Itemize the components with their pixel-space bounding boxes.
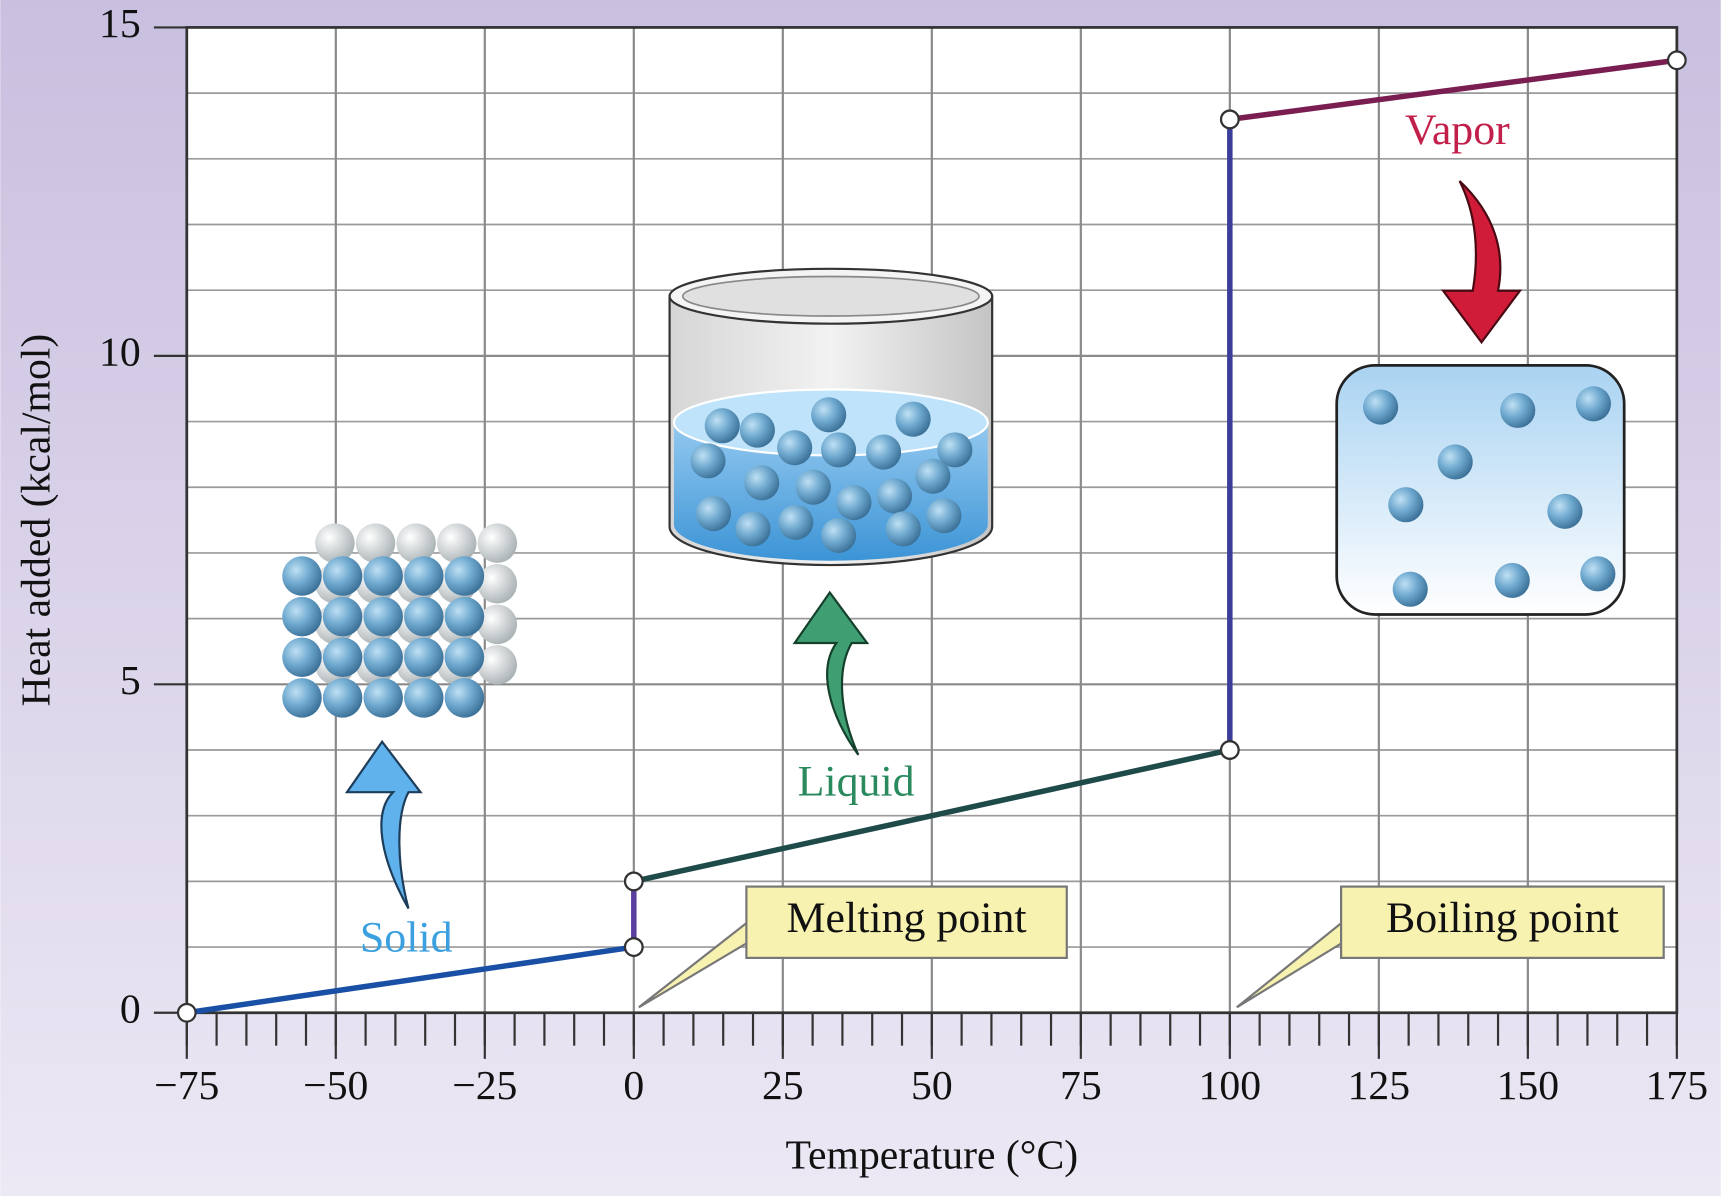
molecule [1438, 444, 1473, 479]
molecule [282, 556, 322, 596]
molecule [282, 678, 322, 718]
x-tick-label: −75 [154, 1063, 219, 1109]
x-tick-label: 25 [762, 1063, 804, 1109]
molecule [396, 523, 436, 563]
molecule [478, 523, 518, 563]
point [625, 938, 643, 956]
molecule [896, 402, 931, 437]
molecule [735, 511, 770, 546]
point [1221, 111, 1239, 129]
molecule [404, 597, 444, 637]
molecule [363, 638, 403, 678]
molecule [1547, 494, 1582, 529]
molecule [404, 638, 444, 678]
annotation: Melting point [787, 894, 1027, 942]
y-tick-label: 10 [99, 329, 141, 375]
molecule [740, 413, 775, 448]
annotation: Liquid [798, 758, 915, 806]
molecule [696, 496, 731, 531]
annotation: Boiling point [1386, 894, 1619, 942]
molecule [478, 645, 518, 685]
y-tick-label: 15 [99, 1, 141, 47]
molecule [690, 443, 725, 478]
molecule [323, 678, 363, 718]
molecule [1388, 487, 1423, 522]
molecule [445, 597, 485, 637]
x-tick-label: 75 [1060, 1063, 1102, 1109]
x-tick-label: 100 [1199, 1063, 1262, 1109]
molecule [404, 556, 444, 596]
molecule [404, 678, 444, 718]
x-tick-label: 0 [623, 1063, 644, 1109]
liquid-illustration [670, 269, 993, 565]
molecule [282, 638, 322, 678]
point [178, 1004, 196, 1022]
molecule [323, 597, 363, 637]
molecule [356, 523, 396, 563]
molecule [445, 556, 485, 596]
molecule [363, 678, 403, 718]
molecule [323, 556, 363, 596]
molecule [437, 523, 477, 563]
molecule [478, 564, 518, 604]
molecule [1580, 556, 1615, 591]
point [625, 873, 643, 891]
molecule [1576, 386, 1611, 421]
molecule [323, 638, 363, 678]
molecule [886, 511, 921, 546]
x-tick-label: −50 [303, 1063, 368, 1109]
point [1668, 51, 1686, 69]
molecule [315, 523, 355, 563]
molecule [282, 597, 322, 637]
molecule [1500, 393, 1535, 428]
molecule [363, 556, 403, 596]
molecule [821, 432, 856, 467]
molecule [1363, 390, 1398, 425]
molecule [777, 430, 812, 465]
molecule [705, 408, 740, 443]
molecule [744, 465, 779, 500]
x-axis-title: Temperature (°C) [785, 1132, 1078, 1178]
x-tick-label: 125 [1348, 1063, 1411, 1109]
y-tick-label: 5 [120, 658, 141, 704]
molecule [1495, 563, 1530, 598]
annotation: Solid [360, 914, 453, 962]
molecule [445, 678, 485, 718]
molecule [866, 435, 901, 470]
y-tick-label: 0 [120, 986, 141, 1032]
molecule [445, 638, 485, 678]
molecule [926, 498, 961, 533]
molecule [836, 485, 871, 520]
molecule [796, 470, 831, 505]
x-tick-label: 150 [1497, 1063, 1560, 1109]
x-tick-label: −25 [452, 1063, 517, 1109]
point [1221, 741, 1239, 759]
molecule [821, 518, 856, 553]
molecule [915, 459, 950, 494]
molecule [877, 478, 912, 513]
molecule [811, 397, 846, 432]
molecule [1393, 572, 1428, 607]
molecule [778, 505, 813, 540]
x-tick-label: 50 [911, 1063, 953, 1109]
molecule [363, 597, 403, 637]
molecule [478, 605, 518, 645]
chart: 0 5 10 15 −75 −50 −25 0 25 50 75 100 125 150 175 Tempe… [0, 0, 1721, 1196]
annotation: Vapor [1405, 106, 1510, 154]
x-tick-label: 175 [1646, 1063, 1709, 1109]
y-axis-title: Heat added (kcal/mol) [13, 334, 59, 707]
